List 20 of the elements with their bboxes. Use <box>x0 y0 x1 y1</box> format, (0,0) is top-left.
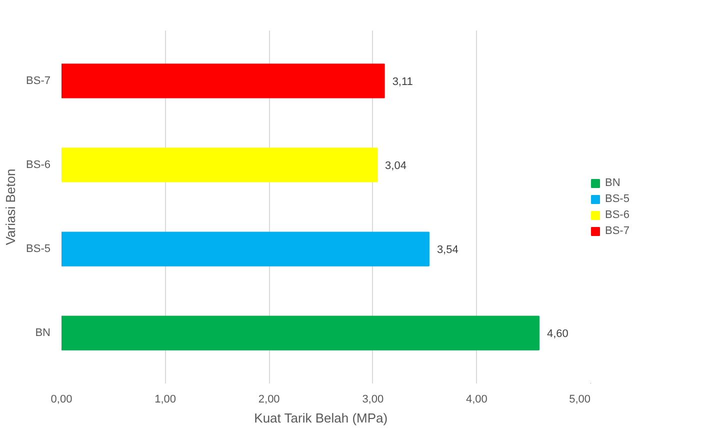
y-tick-label: BS-6 <box>26 158 51 171</box>
data-label: 3,04 <box>385 160 406 172</box>
x-tick-label: 2,00 <box>258 394 280 406</box>
x-tick-label: 3,00 <box>362 394 384 406</box>
y-axis-title: Variasi Beton <box>3 168 18 246</box>
y-tick-label: BN <box>35 327 51 340</box>
x-tick-label: 5,00 <box>569 394 591 406</box>
data-label: 4,60 <box>546 328 568 340</box>
legend-label: BN <box>605 176 622 188</box>
x-tick-label: 1,00 <box>154 394 176 406</box>
legend-label: BS-7 <box>605 224 630 236</box>
data-label: 3,54 <box>436 244 458 256</box>
x-tick-label: 0,00 <box>50 394 72 406</box>
legend-label: BS-6 <box>605 208 630 220</box>
data-label: 3,11 <box>392 76 413 88</box>
y-tick-label: BS-5 <box>26 243 51 256</box>
y-tick-label: BS-7 <box>26 74 51 87</box>
x-tick-label: 4,00 <box>466 394 488 406</box>
x-axis-title: Kuat Tarik Belah (MPa) <box>254 410 388 426</box>
legend-label: BS-5 <box>605 192 630 204</box>
